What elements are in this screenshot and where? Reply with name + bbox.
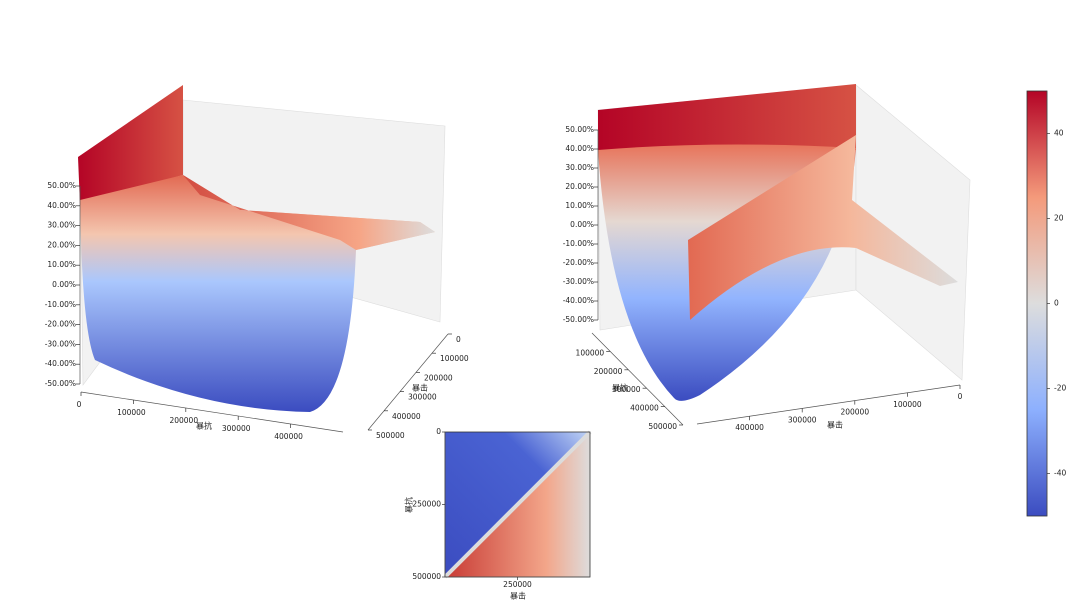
tick-label: -30.00%: [563, 277, 594, 286]
x-axis-label: 暴抗: [196, 421, 212, 431]
tick-label: 20.00%: [47, 240, 76, 249]
tick-label: 400000: [392, 412, 421, 421]
tick-label: 200000: [840, 408, 869, 417]
tick-label: -40.00%: [45, 359, 76, 368]
tick-label: 10.00%: [47, 260, 76, 269]
axis-line: [696, 384, 961, 425]
tick-label: 20.00%: [565, 182, 594, 191]
tick-label: 10.00%: [565, 201, 594, 210]
tick-label: 300000: [222, 424, 251, 433]
axis-line: [367, 333, 449, 431]
tick-label: 500000: [648, 422, 677, 431]
tick-label: 100000: [893, 400, 922, 409]
tick-label: 40.00%: [565, 144, 594, 153]
tick-label: 100000: [576, 348, 605, 357]
y-axis-label: 暴抗: [404, 497, 414, 513]
tick-label: 300000: [788, 415, 817, 424]
tick-label: 400000: [630, 404, 659, 413]
tick-label: 40: [1054, 129, 1064, 138]
tick-label: 30.00%: [565, 163, 594, 172]
tick-label: 0.00%: [570, 220, 594, 229]
surface-right: [598, 84, 958, 401]
tick-label: 0: [77, 400, 82, 409]
tick-label: 200000: [594, 367, 623, 376]
tick-label: 200000: [424, 373, 453, 382]
tick-label: 500000: [376, 431, 405, 440]
x-axis-label: 暴击: [510, 591, 526, 601]
heatmap: [443, 430, 592, 579]
tick-label: 0: [1054, 299, 1059, 308]
tick-label: -30.00%: [45, 339, 76, 348]
tick-label: 0: [958, 392, 963, 401]
tick-label: -20: [1054, 384, 1066, 393]
y-axis-label: 暴抗: [612, 383, 628, 393]
axis-line: [591, 332, 684, 426]
tick-label: -20.00%: [563, 258, 594, 267]
tick-label: -50.00%: [563, 315, 594, 324]
tick-label: 100000: [117, 408, 146, 417]
tick-label: -10.00%: [45, 300, 76, 309]
tick-label: 0.00%: [52, 280, 76, 289]
tick-label: 0: [456, 335, 461, 344]
surface-left: [78, 85, 435, 412]
tick-label: 200000: [169, 416, 198, 425]
tick-label: 50.00%: [47, 181, 76, 190]
tick-label: 50.00%: [565, 125, 594, 134]
tick-label: 40.00%: [47, 201, 76, 210]
tick-label: -40: [1054, 469, 1066, 478]
tick-label: -40.00%: [563, 296, 594, 305]
x-axis-label: 暴击: [827, 420, 843, 430]
tick-label: 100000: [440, 354, 469, 363]
tick-label: 250000: [412, 500, 441, 509]
tick-label: 400000: [735, 423, 764, 432]
tick-label: 500000: [412, 572, 441, 581]
tick-label: 300000: [612, 385, 641, 394]
tick-label: -10.00%: [563, 239, 594, 248]
y-axis-label: 暴击: [412, 383, 428, 393]
tick-label: 400000: [274, 432, 303, 441]
tick-label: -50.00%: [45, 379, 76, 388]
tick-label: 0: [436, 427, 441, 436]
tick-label: 250000: [503, 580, 532, 589]
tick-label: -20.00%: [45, 320, 76, 329]
axis-line: [80, 391, 344, 433]
tick-label: 300000: [408, 393, 437, 402]
colorbar: [1026, 90, 1048, 517]
tick-label: 30.00%: [47, 221, 76, 230]
tick-label: 20: [1054, 214, 1064, 223]
